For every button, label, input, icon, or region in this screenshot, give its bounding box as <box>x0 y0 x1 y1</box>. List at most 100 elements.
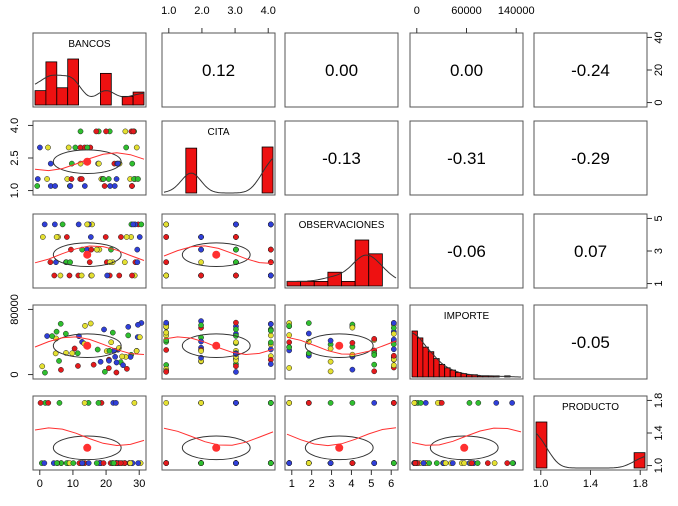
scatter-point <box>349 340 356 346</box>
panel-frame <box>161 395 276 471</box>
scatter-point <box>466 400 473 406</box>
scatter-point <box>420 460 427 466</box>
scatter-point <box>327 337 334 344</box>
scatter-point <box>81 400 88 406</box>
histogram-bar <box>56 87 69 106</box>
scatter-point <box>327 368 334 375</box>
scatter-point <box>93 128 100 135</box>
scatter-point <box>103 128 109 135</box>
panel-frame <box>409 304 524 380</box>
tick-label: 40 <box>653 31 665 43</box>
scatter-point <box>66 272 73 279</box>
loess-smoother <box>34 427 145 447</box>
scatter-point <box>59 221 66 228</box>
correlation-ellipse <box>181 435 251 461</box>
histogram-bar <box>444 367 451 378</box>
scatter-point <box>121 259 128 266</box>
scatter-point <box>34 183 41 189</box>
scatter-point <box>163 234 170 240</box>
scatter-point <box>411 400 418 406</box>
histogram-bar <box>368 253 383 287</box>
scatter-point <box>349 324 356 331</box>
panel-frame <box>161 32 276 108</box>
density-curve <box>535 432 646 469</box>
histogram-bar <box>45 61 58 106</box>
scatter-point <box>198 234 204 240</box>
tick-label: 4 <box>348 478 354 490</box>
scatter-point <box>106 347 113 354</box>
scatter-point <box>44 176 50 182</box>
scatter-point <box>371 352 378 358</box>
scatter-point <box>79 246 86 253</box>
scatter-point <box>233 363 239 370</box>
scatter-point <box>163 400 170 406</box>
scatter-point <box>64 234 70 240</box>
scatter-point <box>78 176 85 182</box>
tick-label: 0 <box>37 478 43 490</box>
scatter-point <box>105 176 112 182</box>
density-curve <box>287 254 397 282</box>
scatter-point <box>130 128 137 135</box>
mean-point <box>335 443 344 452</box>
tick-label: 2.5 <box>9 150 21 165</box>
panel-frame <box>409 213 524 289</box>
scatter-point <box>75 221 82 228</box>
tick-label: 30 <box>133 478 145 490</box>
scatter-point <box>45 400 52 406</box>
scatter-point <box>267 246 274 253</box>
scatter-point <box>93 246 100 253</box>
scatter-point <box>233 400 239 406</box>
scatter-point <box>84 144 91 151</box>
scatter-point <box>349 400 356 406</box>
scatter-point <box>71 345 78 352</box>
scatter-point <box>475 400 482 406</box>
scatter-point <box>116 272 123 279</box>
scatter-point <box>37 144 43 151</box>
scatter-point <box>135 176 141 182</box>
tick-label: 1.4 <box>653 425 665 440</box>
correlation-ellipse <box>304 333 374 359</box>
scatter-point <box>86 259 93 266</box>
scatter-point <box>58 366 64 373</box>
histogram-bar <box>313 280 329 287</box>
scatter-point <box>100 176 107 182</box>
scatter-point <box>51 221 58 228</box>
scatter-point <box>104 272 111 279</box>
panel-frame <box>533 304 648 380</box>
scatter-point <box>136 334 143 341</box>
density-curve <box>411 332 521 378</box>
scatter-point <box>79 460 86 466</box>
correlation-ellipse <box>429 435 499 461</box>
correlation-value: -0.05 <box>571 333 610 352</box>
mean-point <box>83 250 92 259</box>
scatter-point <box>44 333 50 339</box>
correlation-value: 0.07 <box>574 242 607 261</box>
histogram-bar <box>433 358 440 378</box>
histogram-bar <box>286 280 302 287</box>
scatter-point <box>111 183 118 189</box>
scatter-point <box>74 350 81 357</box>
scatter-point <box>305 320 312 326</box>
scatter-point <box>88 246 95 253</box>
scatter-point <box>113 359 120 366</box>
mean-point <box>212 250 221 259</box>
scatter-point <box>136 234 143 240</box>
scatter-point <box>120 362 126 368</box>
histogram-bar <box>261 146 274 194</box>
tick-label: 5 <box>368 478 374 490</box>
loess-smoother <box>411 427 522 446</box>
scatter-point <box>131 400 138 406</box>
density-curve <box>34 74 145 98</box>
histogram-bar <box>300 280 315 287</box>
scatter-point <box>133 348 140 354</box>
scatter-point <box>134 259 141 266</box>
scatter-point <box>412 460 419 466</box>
scatter-point <box>117 460 124 466</box>
scatter-point <box>95 160 102 167</box>
scatter-point <box>65 144 72 151</box>
mean-point <box>83 341 92 350</box>
scatter-point <box>52 183 58 189</box>
scatter-point <box>41 221 48 228</box>
scatter-point <box>349 460 356 466</box>
